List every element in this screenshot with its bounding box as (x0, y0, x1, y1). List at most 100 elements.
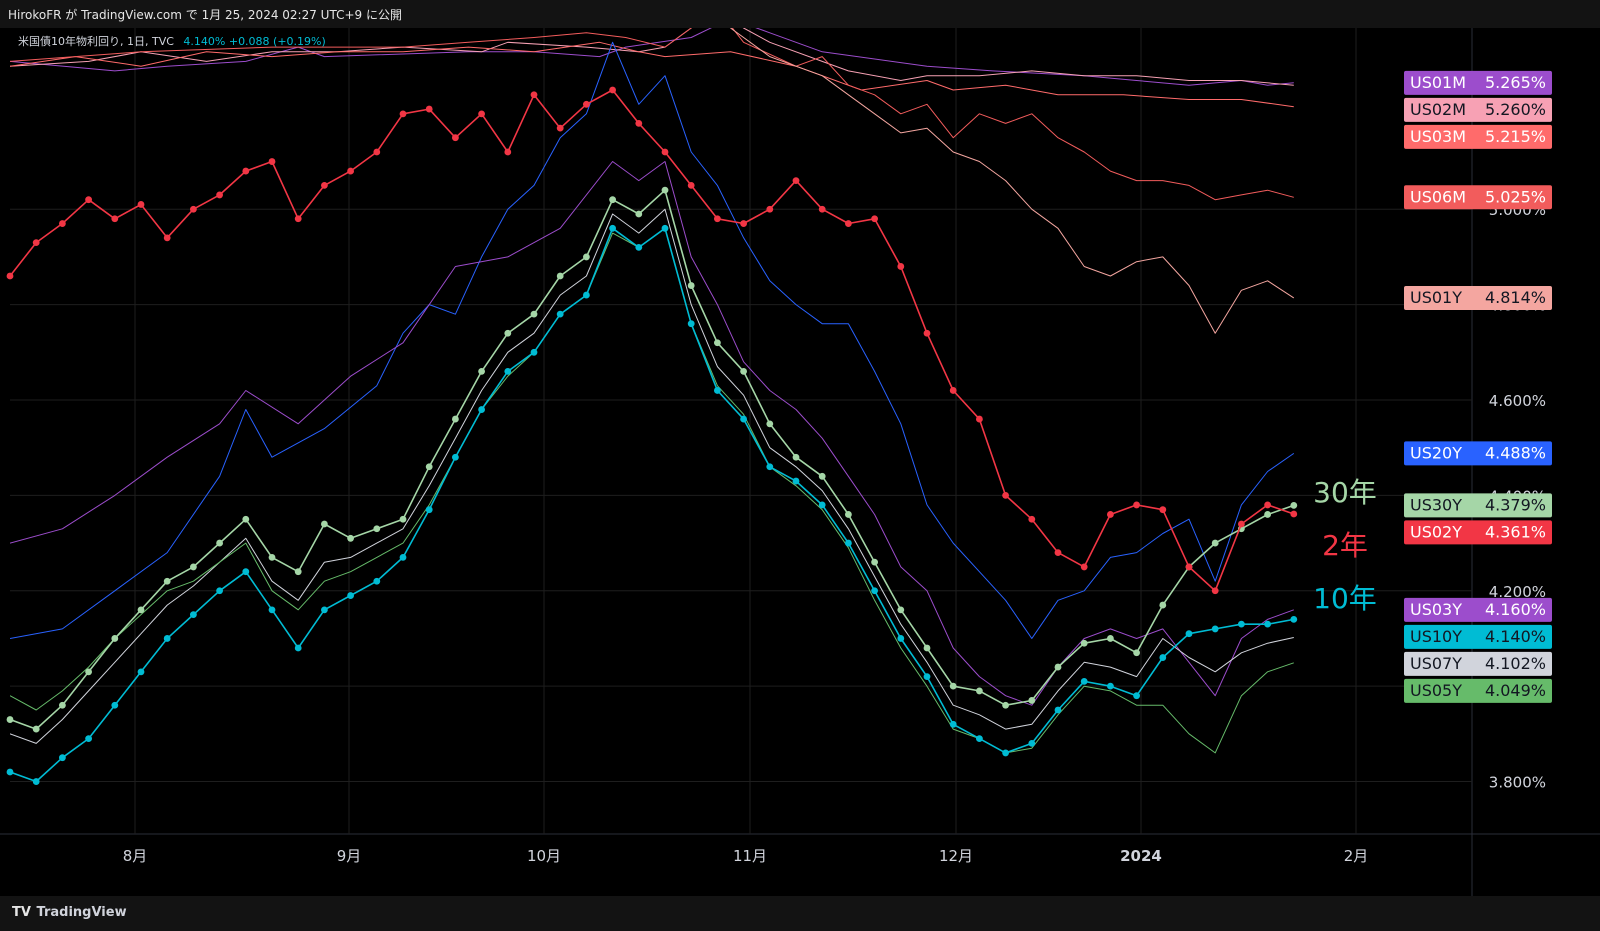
series-point-us10y (530, 348, 538, 356)
series-point-us10y (714, 387, 721, 394)
series-point-us30y (242, 515, 250, 523)
series-point-us10y (452, 453, 459, 461)
tradingview-logo[interactable]: TV TradingView (12, 905, 127, 920)
series-point-us10y (163, 635, 171, 642)
series-point-us30y (635, 210, 643, 218)
series-point-us30y (425, 463, 433, 471)
series-point-us30y (661, 186, 669, 194)
series-point-us02y (661, 148, 669, 156)
series-point-us10y (897, 635, 905, 642)
series-point-us10y (1080, 677, 1088, 685)
series-line-us06m[interactable] (10, 28, 1294, 201)
price-label-name-us02y: US02Y (1410, 522, 1462, 541)
price-label-us01y[interactable] (1404, 285, 1552, 310)
series-point-us02y (845, 220, 852, 227)
series-line-us02y[interactable] (10, 89, 1295, 592)
price-label-us06m[interactable] (1404, 185, 1552, 210)
x-tick-label: 2月 (1344, 847, 1369, 865)
series-point-us02y (1159, 506, 1167, 514)
series-point-us10y (687, 320, 695, 328)
series-point-us02y (1133, 501, 1140, 509)
series-point-us02y (1290, 510, 1298, 518)
series-line-us20y[interactable] (10, 41, 1295, 639)
series-line-us10y[interactable] (10, 227, 1294, 783)
x-tick-label: 8月 (123, 847, 148, 865)
series-point-us02y (687, 181, 695, 189)
series-point-us10y (556, 310, 564, 318)
price-label-us20y[interactable] (1404, 441, 1552, 466)
price-label-name-us30y: US30Y (1410, 495, 1462, 514)
footer-bar: TV TradingView (0, 896, 1600, 931)
series-point-us30y (766, 420, 774, 428)
series-point-us30y (792, 453, 800, 461)
series-point-us10y (818, 501, 826, 509)
series-line-us30y[interactable] (10, 189, 1295, 730)
price-label-us10y[interactable] (1404, 624, 1552, 649)
price-label-us03y[interactable] (1404, 597, 1552, 622)
series-point-us30y (609, 196, 616, 204)
price-label-us03m[interactable] (1404, 124, 1552, 149)
series-point-us30y (373, 525, 381, 533)
main-series-legend: 米国債10年物利回り, 1日, TVC 4.140% +0.088 (+0.19… (18, 33, 326, 49)
series-line-us01m[interactable] (10, 28, 1294, 86)
series-point-us30y (6, 716, 14, 723)
series-point-us10y (845, 539, 852, 547)
series-line-us03m[interactable] (10, 41, 1294, 108)
series-point-us30y (32, 725, 40, 733)
series-point-us30y (949, 682, 957, 690)
tradingview-logo-icon: TV (12, 905, 31, 920)
price-label-value-us03y: 4.160% (1485, 600, 1546, 619)
series-point-us10y (766, 463, 774, 471)
series-point-us02y (530, 91, 538, 99)
x-tick-label: 10月 (527, 847, 561, 865)
series-line-us02m[interactable] (10, 28, 1294, 86)
price-label-us05y[interactable] (1404, 678, 1552, 703)
series-point-us10y (294, 644, 302, 652)
price-label-value-us01m: 5.265% (1485, 73, 1546, 92)
series-point-us30y (1159, 601, 1167, 609)
series-point-us10y (85, 735, 92, 743)
series-line-us03y[interactable] (10, 161, 1294, 706)
price-label-value-us01y: 4.814% (1485, 288, 1546, 307)
price-label-us01m[interactable] (1404, 70, 1552, 95)
series-point-us02y (1238, 520, 1245, 528)
main-series-name: 米国債10年物利回り, 1日, TVC (18, 35, 174, 48)
series-point-us02y (635, 119, 643, 127)
price-label-value-us06m: 5.025% (1485, 187, 1546, 206)
series-point-us02y (1080, 563, 1088, 571)
x-tick-label: 2024 (1120, 847, 1162, 865)
series-point-us10y (1264, 620, 1271, 628)
series-point-us02y (766, 205, 774, 213)
series-point-us30y (897, 606, 905, 614)
series-point-us10y (1238, 620, 1245, 628)
series-point-us10y (399, 553, 407, 561)
series-point-us30y (583, 253, 590, 261)
series-point-us30y (216, 539, 224, 547)
series-point-us02y (583, 100, 590, 108)
series-point-us02y (111, 215, 119, 223)
price-label-value-us03m: 5.215% (1485, 127, 1546, 146)
series-line-us01y[interactable] (730, 28, 1295, 334)
series-point-us02y (1264, 501, 1271, 509)
series-point-us30y (190, 563, 197, 571)
yield-chart[interactable]: 3.800%4.000%4.200%4.400%4.600%4.800%5.00… (0, 28, 1600, 896)
series-point-us10y (1028, 739, 1036, 747)
series-point-us30y (845, 511, 852, 518)
price-label-us07y[interactable] (1404, 651, 1552, 676)
series-point-us10y (1107, 682, 1114, 690)
series-point-us30y (59, 701, 66, 709)
series-point-us30y (294, 568, 302, 576)
series-point-us10y (268, 606, 276, 614)
price-label-us02y[interactable] (1404, 520, 1552, 545)
series-point-us02y (1028, 515, 1036, 523)
price-label-us02m[interactable] (1404, 97, 1552, 122)
price-label-us30y[interactable] (1404, 493, 1552, 518)
series-point-us02y (425, 105, 433, 113)
series-point-us10y (583, 291, 590, 299)
series-line-us07y[interactable] (10, 208, 1294, 744)
series-point-us02y (1107, 511, 1114, 518)
series-point-us10y (59, 754, 66, 762)
series-point-us02y (373, 148, 381, 156)
series-point-us30y (976, 687, 983, 695)
series-point-us02y (59, 220, 66, 227)
